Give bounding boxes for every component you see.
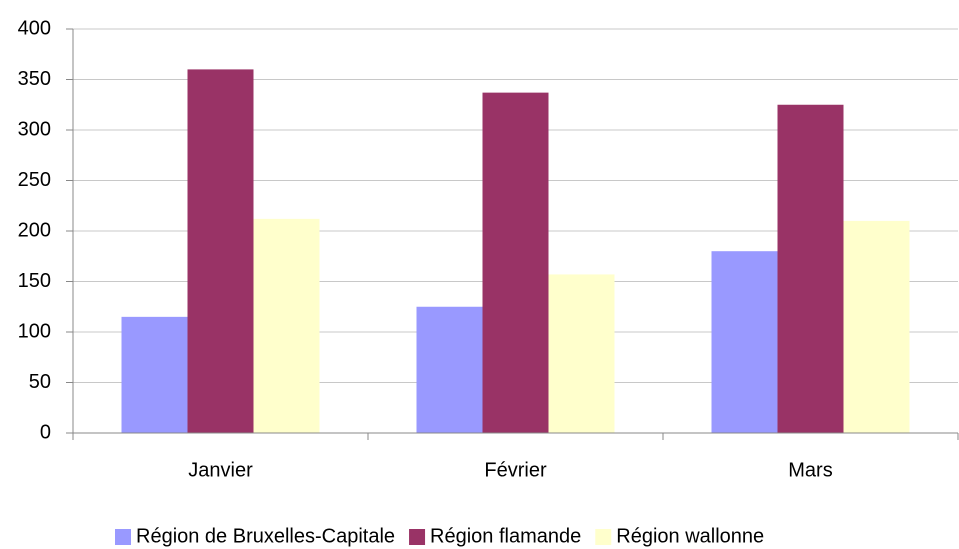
bar	[121, 316, 188, 433]
bar	[482, 92, 549, 433]
y-tick-label: 100	[18, 320, 51, 342]
y-tick-label: 150	[18, 270, 51, 292]
y-tick-label: 350	[18, 68, 51, 90]
bar	[777, 104, 844, 433]
legend-swatch	[115, 529, 131, 545]
y-tick-label: 300	[18, 118, 51, 140]
x-tick-label: Mars	[788, 459, 832, 481]
bar	[548, 274, 615, 433]
legend-label: Région flamande	[430, 525, 581, 547]
y-tick-label: 200	[18, 219, 51, 241]
y-tick-label: 50	[29, 371, 51, 393]
bar	[416, 306, 483, 433]
legend-swatch	[595, 529, 612, 545]
y-tick-label: 400	[18, 17, 51, 39]
bar	[843, 220, 910, 433]
y-tick-label: 250	[18, 169, 51, 191]
legend-label: Région wallonne	[616, 525, 764, 547]
x-tick-label: Février	[484, 459, 547, 481]
x-tick-label: Janvier	[188, 459, 253, 481]
legend-label: Région de Bruxelles-Capitale	[136, 525, 395, 547]
bar	[711, 251, 778, 433]
bar	[253, 218, 320, 433]
y-tick-label: 0	[40, 421, 51, 443]
legend-swatch	[409, 529, 426, 545]
bar	[187, 69, 254, 434]
